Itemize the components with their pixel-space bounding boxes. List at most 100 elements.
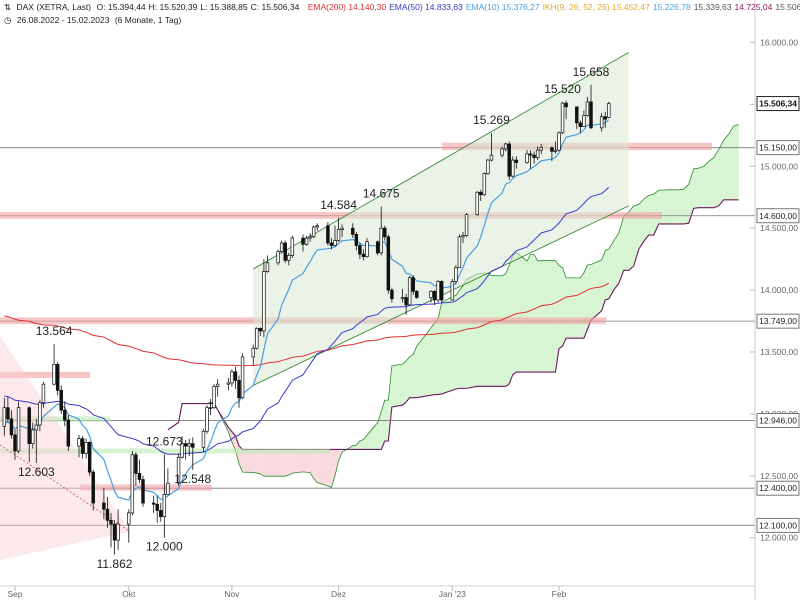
candle-body: [528, 153, 533, 156]
candle: [84, 438, 88, 459]
candle: [34, 418, 39, 464]
cloud-segment: [566, 277, 577, 339]
cloud-segment: [708, 157, 714, 208]
candle-body: [116, 523, 120, 541]
candle-body: [489, 154, 494, 161]
cloud-segment: [551, 260, 556, 373]
price-annotation: 15.520: [544, 82, 581, 96]
candle: [400, 288, 405, 303]
candle: [407, 276, 412, 306]
candle-body: [2, 407, 7, 427]
candle-body: [475, 191, 479, 215]
candle: [585, 96, 590, 117]
cloud-segment: [391, 364, 403, 407]
cloud-segment: [608, 240, 614, 299]
candle: [315, 223, 319, 231]
indicator-3: IKH(9, 26, 52, 26) 15.452,47: [542, 2, 650, 12]
candle-body: [507, 143, 511, 177]
ohlc-l: L: 15.388,85: [200, 2, 248, 12]
candle: [578, 120, 583, 133]
candle: [511, 156, 515, 178]
candle-body: [112, 523, 117, 541]
candle-body: [155, 503, 159, 511]
candle: [191, 437, 195, 470]
candle-body: [333, 240, 337, 246]
candle-body: [205, 407, 209, 432]
candle: [336, 217, 341, 242]
ichimoku-cloud: [167, 124, 739, 489]
price-annotation: 13.564: [36, 324, 73, 338]
candle-body: [66, 419, 71, 447]
candle: [454, 265, 458, 284]
price-annotation: 12.548: [174, 472, 211, 486]
ikh-extra-value-2: 14.725,04: [734, 2, 773, 12]
candle-body: [6, 407, 10, 420]
sr-line-label: 15.150,00: [759, 143, 797, 153]
candle: [201, 428, 206, 453]
candle: [233, 366, 238, 390]
x-axis: Sep Okt Nov Dez Jan '23 Feb: [0, 585, 755, 599]
candle-body: [308, 236, 312, 239]
candle-body: [500, 148, 504, 156]
candle-body: [535, 149, 540, 158]
candle: [176, 453, 181, 486]
candle: [208, 399, 213, 416]
candle-body: [400, 297, 405, 300]
candle: [52, 344, 56, 386]
candle: [130, 451, 135, 516]
price-annotation: 12.603: [18, 465, 55, 479]
candle: [411, 275, 415, 296]
candle: [127, 509, 131, 543]
cloud-segment: [317, 449, 328, 486]
candle-body: [31, 429, 35, 444]
candle-body: [187, 443, 191, 447]
indicator-2: EMA(10) 15.376,27: [465, 2, 540, 12]
cloud-segment: [409, 354, 414, 398]
price-annotation: 14.584: [320, 198, 357, 212]
candle: [532, 151, 536, 164]
price-annotation: 12.000: [146, 540, 183, 554]
ohlc-h: H: 15.520,39: [148, 2, 198, 12]
cloud-segment: [530, 254, 535, 373]
candle: [276, 249, 280, 266]
candle-body: [486, 159, 490, 175]
cloud-segment: [537, 260, 542, 373]
candle: [503, 142, 508, 152]
candle-body: [411, 277, 415, 292]
candle: [457, 234, 462, 269]
symbol-label: DAX (XETRA, Last): [16, 2, 92, 12]
candle-body: [589, 101, 593, 129]
indicator-0: EMA(200) 14.140,30: [307, 2, 387, 12]
candle: [105, 496, 110, 528]
sr-line-tag: [756, 517, 800, 533]
candle: [13, 429, 17, 460]
highlight-zone: [0, 212, 662, 219]
candle-body: [439, 281, 444, 301]
candle: [55, 361, 60, 396]
candle-body: [340, 227, 344, 230]
cloud-segment: [367, 422, 378, 450]
candle-body: [550, 147, 554, 152]
candle-body: [87, 442, 92, 473]
price-annotation: 11.862: [97, 557, 133, 571]
cloud-segment: [678, 189, 684, 224]
cloud-segment: [292, 449, 303, 474]
cloud-segment: [491, 275, 503, 387]
candle: [436, 280, 440, 303]
candle: [482, 172, 487, 196]
candle-body: [578, 122, 583, 127]
cloud-segment: [231, 431, 236, 451]
cloud-segment: [434, 318, 439, 395]
candle: [535, 146, 540, 161]
candle: [329, 238, 334, 250]
candle-body: [151, 502, 156, 505]
candle-body: [63, 409, 67, 421]
candle-body: [582, 115, 586, 127]
cloud-segment: [688, 168, 694, 224]
candle: [265, 255, 270, 273]
cloud-segment: [402, 360, 407, 406]
cloud-segment: [580, 272, 584, 339]
candle: [279, 240, 284, 253]
y-tick-label: 14.500,00: [760, 223, 798, 233]
